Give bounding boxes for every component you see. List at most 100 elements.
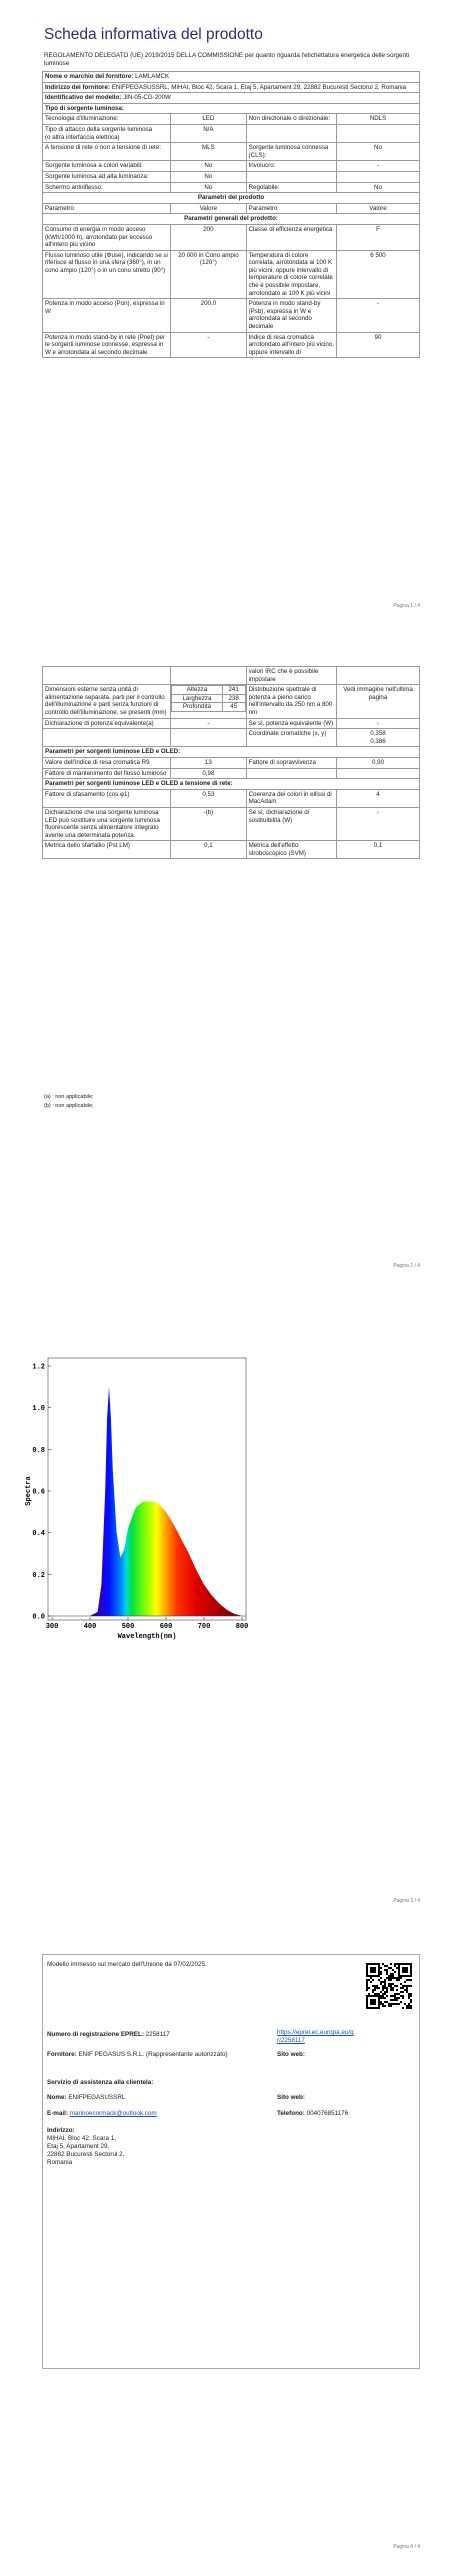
qr-module <box>366 1979 368 1981</box>
qr-module <box>366 1987 368 1989</box>
footnote: (a) : non applicabile; <box>44 1094 94 1100</box>
qr-module <box>408 2007 410 2009</box>
value-cell: No <box>170 181 247 194</box>
qr-module <box>374 1985 376 1987</box>
email: E-mail: marinoecormack@outlook.com <box>47 2110 157 2118</box>
qr-module <box>410 1971 412 1973</box>
value-cell: 13 <box>170 756 247 769</box>
qr-module <box>400 1995 402 1997</box>
qr-module <box>396 1989 398 1991</box>
parameter-cell: Tecnologia d'illuminazione: <box>41 113 172 125</box>
value-cell: - <box>336 160 420 172</box>
table-row: Parametri del prodotto <box>42 192 420 204</box>
address-label: Indirizzo: <box>47 2127 75 2134</box>
qr-module <box>402 1997 404 1999</box>
parameter-cell: Dichiarazione che una sorgente luminosa … <box>41 806 172 842</box>
qr-module <box>372 1969 374 1971</box>
qr-module <box>374 2007 376 2009</box>
parameter-cell: Non direzionale o direzionale: <box>245 113 338 125</box>
qr-module <box>372 1989 374 1991</box>
y-tick-label: 0.0 <box>32 1614 45 1622</box>
value-cell: 200,0 <box>170 298 247 333</box>
qr-module <box>370 1975 372 1977</box>
supplier: Fornitore: ENIF PEGASUS S.R.L. (Rapprese… <box>47 2051 267 2059</box>
qr-module <box>372 2003 374 2005</box>
qr-module <box>382 1993 384 1995</box>
qr-module <box>380 1973 382 1975</box>
field-value: ENIFPEGASUSSRL, MIHAI, Bloc 42, Scara 1,… <box>111 83 407 91</box>
qr-module <box>380 1977 382 1979</box>
qr-module <box>410 1979 412 1981</box>
qr-module <box>378 1965 380 1967</box>
qr-module <box>408 1995 410 1997</box>
qr-module <box>392 1987 394 1989</box>
qr-module <box>380 1997 382 1999</box>
qr-module <box>384 1997 386 1999</box>
parameter-cell: Fattore di mantenimento del flusso lumin… <box>41 767 172 780</box>
qr-module <box>406 1979 408 1981</box>
qr-module <box>394 1997 396 1999</box>
field: Nome o marchio del fornitore: LAMLAMCK <box>42 71 420 83</box>
value[interactable]: marinoecormack@outlook.com <box>69 2110 157 2117</box>
qr-module <box>374 1963 376 1965</box>
qr-module <box>366 1997 368 1999</box>
section-heading: Parametri per sorgenti luminose LED e OL… <box>42 778 420 790</box>
qr-module <box>382 1997 384 1999</box>
qr-module <box>380 1991 382 1993</box>
qr-module <box>410 1969 412 1971</box>
qr-module <box>410 1999 412 2001</box>
dimension-row: Larghezza 238 <box>171 693 246 704</box>
table-row: Parametro Valore Parametro Valore <box>41 202 420 215</box>
parameter-cell <box>245 170 338 183</box>
parameter-cell: Coordinate cromatiche (x, y) <box>245 728 338 748</box>
value: 004076851176 <box>306 2110 349 2117</box>
qr-module <box>374 1975 376 1977</box>
table-row: Valore dell'indice di resa cromatica R9 1… <box>41 756 420 769</box>
qr-module <box>400 1963 402 1965</box>
cell-line: Tipo di attacco della sorgente luminosa <box>45 125 153 133</box>
qr-module <box>368 1995 370 1997</box>
qr-module <box>392 1989 394 1991</box>
section-heading: Parametri per sorgenti luminose LED e OL… <box>42 746 420 758</box>
qr-module <box>402 1963 404 1965</box>
parameter-cell: Parametro <box>41 202 172 215</box>
qr-module <box>384 1983 386 1985</box>
eprel-link[interactable]: https://eprel.ec.europa.eu/qr/2258117 <box>277 2029 354 2044</box>
parameter-cell: Consumo di energia in modo acceso (kWh/1… <box>41 223 172 251</box>
table-row: Identificativo del modello: JIN-05-CG-20… <box>42 92 420 104</box>
qr-module <box>388 1967 390 1969</box>
qr-module <box>402 1985 404 1987</box>
x-axis-label: Wavelength(nm) <box>118 1633 177 1641</box>
parameter-cell <box>41 728 172 748</box>
qr-module <box>390 1985 392 1987</box>
qr-module <box>370 2001 372 2003</box>
address-line: MIHAI, Bloc 42, Scara 1, <box>47 2135 116 2142</box>
value-cell: Valore <box>336 202 420 215</box>
table-row: Fattore di sfasamento (cos φ1) 0,53 Coeren… <box>41 788 420 808</box>
qr-module <box>372 1971 374 1973</box>
qr-module <box>408 1979 410 1981</box>
qr-module <box>370 1963 372 1965</box>
qr-module <box>388 1979 390 1981</box>
qr-module <box>410 2007 412 2009</box>
value-cell: - <box>336 717 420 730</box>
qr-module <box>366 1981 368 1983</box>
value-cell <box>336 767 420 780</box>
qr-code <box>366 1963 412 2009</box>
field: Indirizzo del fornitore: ENIFPEGASUSSRL,… <box>42 81 420 94</box>
value-cell: Valore <box>170 202 247 215</box>
qr-module <box>370 2007 372 2009</box>
y-tick-label: 0.4 <box>32 1530 45 1538</box>
qr-module <box>368 1975 370 1977</box>
qr-module <box>406 1989 408 1991</box>
qr-module <box>394 1977 396 1979</box>
qr-module <box>396 1999 398 2001</box>
cell-line: 0,386 <box>370 737 386 745</box>
qr-module <box>408 2005 410 2007</box>
qr-module <box>378 1963 380 1965</box>
placed-on-market: Modello immesso sul mercato dell'Unione … <box>47 1961 207 1968</box>
value-cell: -(b) <box>170 806 247 842</box>
x-tick-label: 300 <box>46 1623 59 1631</box>
qr-module <box>400 1991 402 1993</box>
qr-module <box>410 1967 412 1969</box>
